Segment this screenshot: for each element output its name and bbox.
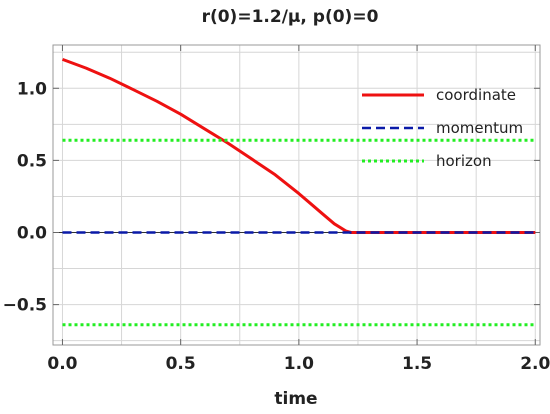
tick-labels: 0.0 0.5 1.0 1.5 2.0 −0.5 0.0 0.5 1.0: [3, 79, 550, 374]
x-tick-label: 0.5: [166, 354, 196, 374]
y-tick-label: 0.0: [17, 224, 47, 244]
legend-label-momentum: momentum: [436, 119, 523, 137]
y-tick-label: 0.5: [17, 151, 47, 171]
legend-label-horizon: horizon: [436, 152, 492, 170]
plot-border: [52, 44, 541, 346]
y-tick-label: 1.0: [17, 79, 47, 99]
legend-label-coordinate: coordinate: [436, 86, 516, 104]
series-group: [61, 57, 536, 327]
x-tick-label: 1.5: [402, 354, 432, 374]
x-tick-label: 2.0: [520, 354, 550, 374]
legend: coordinate momentum horizon: [362, 86, 523, 170]
chart-title: r(0)=1.2/μ, p(0)=0: [202, 7, 379, 27]
x-tick-label: 1.0: [284, 354, 314, 374]
y-tick-label: −0.5: [3, 296, 47, 316]
x-tick-label: 0.0: [47, 354, 77, 374]
x-axis-label: time: [274, 389, 317, 409]
plot-frame: [52, 44, 541, 346]
